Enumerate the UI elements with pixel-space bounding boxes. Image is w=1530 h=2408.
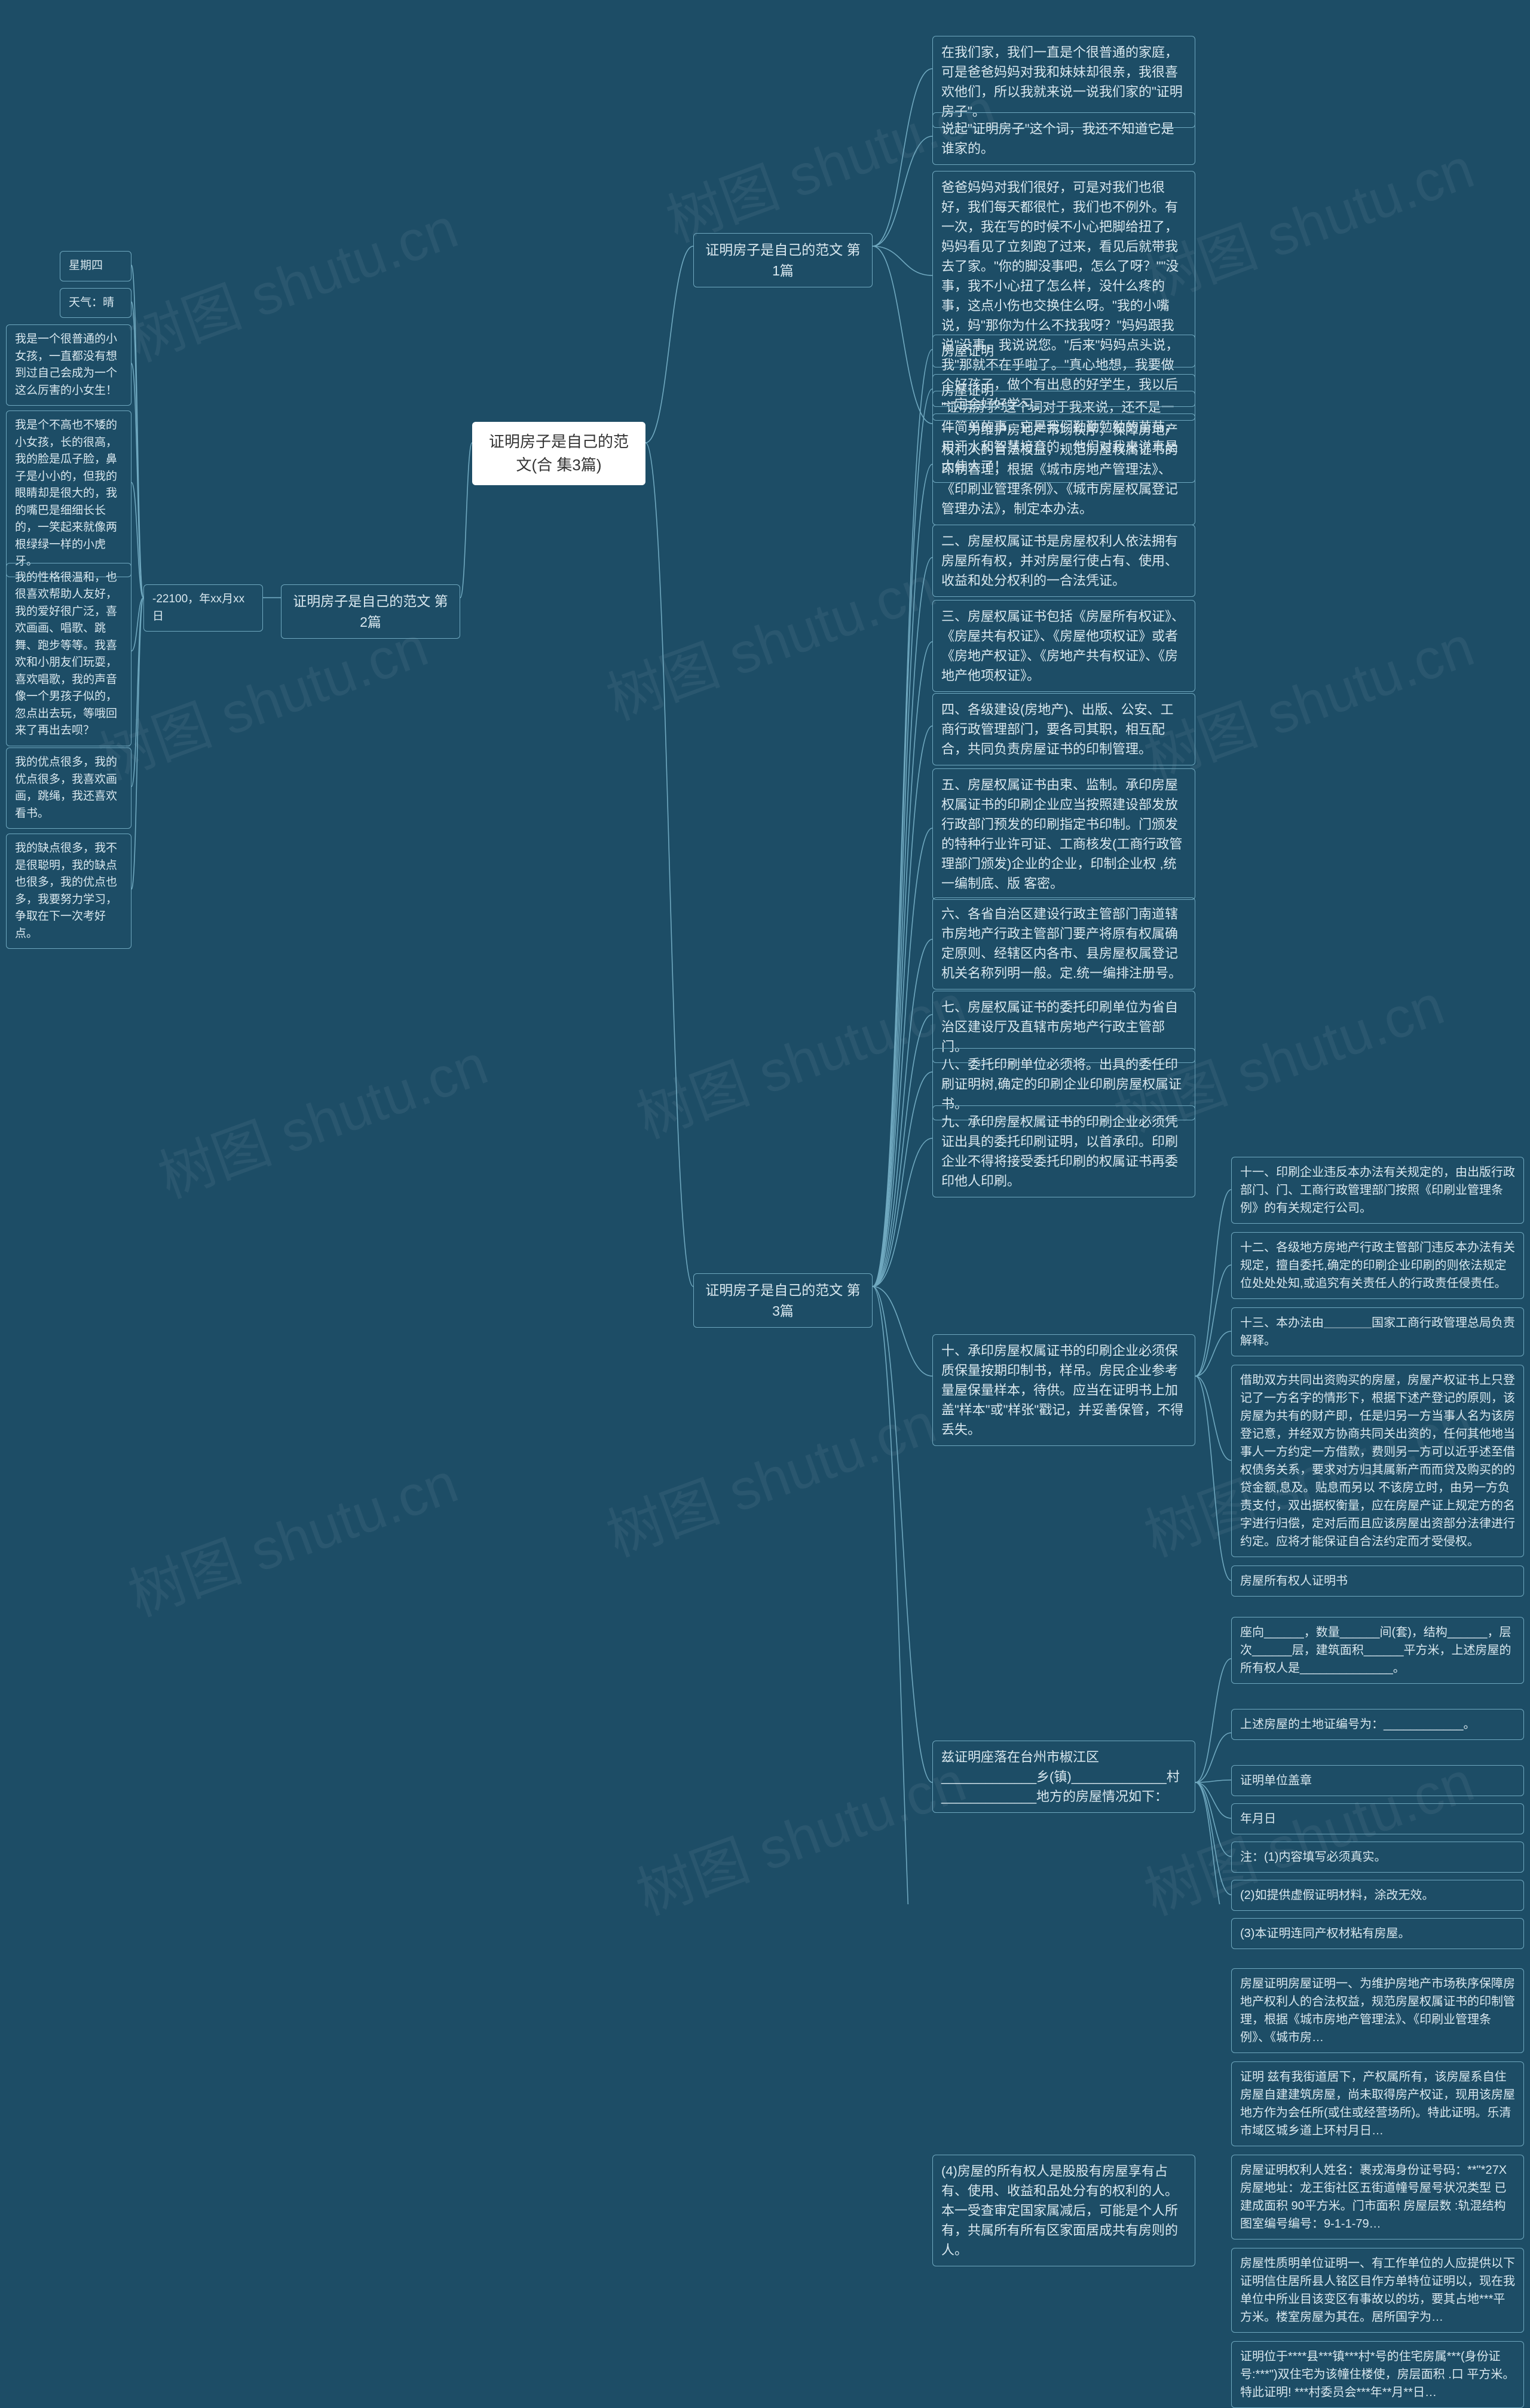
b2-item-5: 我的优点很多，我的优点很多，我喜欢画画，跳绳，我还喜欢看书。 — [6, 747, 131, 829]
b3-cert-child-1: 上述房屋的土地证编号为：____________。 — [1231, 1709, 1524, 1740]
b3-cert-child-5: (2)如提供虚假证明材料，涂改无效。 — [1231, 1880, 1524, 1911]
b3-item-5: 四、各级建设(房地产)、出版、公安、工商行政管理部门，要各司其职，相互配合，共同… — [932, 693, 1195, 765]
b3-cert: 兹证明座落在台州市椒江区_____________乡(镇)___________… — [932, 1741, 1195, 1813]
b3-cert-child-6: (3)本证明连同产权材粘有房屋。 — [1231, 1918, 1524, 1949]
b3-10-child-3: 借助双方共同出资购买的房屋，房屋产权证书上只登记了一方名字的情形下，根据下述产登… — [1231, 1365, 1524, 1557]
b2-item-6: 我的缺点很多，我不是很聪明，我的缺点也很多，我的优点也多，我要努力学习，争取在下… — [6, 834, 131, 949]
b3-item-6: 五、房屋权属证书由束、监制。承印房屋权属证书的印刷企业应当按照建设部发放行政部门… — [932, 768, 1195, 900]
b3-cert-child-2: 证明单位盖章 — [1231, 1765, 1524, 1796]
b2-item-2: 我是一个很普通的小女孩，一直都没有想到过自己会成为一个这么厉害的小女生！ — [6, 324, 131, 406]
b3-item-7: 六、各省自治区建设行政主管部门南道辖市房地产行政主管部门要产将原有权属确定原则、… — [932, 897, 1195, 989]
b3-item-3: 二、房屋权属证书是房屋权利人依法拥有房屋所有权，并对房屋行使占有、使用、收益和处… — [932, 525, 1195, 597]
b3-cert-child-3: 年月日 — [1231, 1803, 1524, 1834]
b3-10-child-1: 十二、各级地方房地产行政主管部门违反本办法有关规定，擅自委托,确定的印刷企业印刷… — [1231, 1232, 1524, 1299]
b2-item-4: 我的性格很温和，也很喜欢帮助人友好，我的爱好很广泛，喜欢画画、唱歌、跳舞、跑步等… — [6, 563, 131, 746]
b3-item-10: 十、承印房屋权属证书的印刷企业必须保质保量按期印制书，样吊。房民企业参考量屋保量… — [932, 1334, 1195, 1446]
b3-10-child-0: 十一、印刷企业违反本办法有关规定的，由出版行政部门、门、工商行政管理部门按照《印… — [1231, 1157, 1524, 1224]
watermark: 树图 shutu.cn — [594, 541, 945, 736]
b3-cert-child-0: 座向______，数量______间(套)，结构______，层次______层… — [1231, 1617, 1524, 1684]
b1-item-1: 说起"证明房子"这个词，我还不知道它是谁家的。 — [932, 112, 1195, 165]
watermark: 树图 shutu.cn — [594, 1378, 945, 1573]
b3-4-child-1: 证明 兹有我街道居下，产权属所有，该房屋系自住房屋自建建筑房屋，尚未取得房产权证… — [1231, 2061, 1524, 2146]
watermark: 树图 shutu.cn — [146, 1019, 497, 1214]
b3-item-4: (4)房屋的所有权人是股股有房屋享有占有、使用、收益和品处分有的权利的人。本一受… — [932, 2155, 1195, 2266]
b3-4-child-2: 房屋证明权利人姓名：裹戎海身份证号码：**"*27X房屋地址：龙王街社区五街道幢… — [1231, 2155, 1524, 2239]
branch-3[interactable]: 证明房子是自己的范文 第3篇 — [693, 1273, 873, 1328]
b2-item-1: 天气：晴 — [60, 288, 131, 318]
watermark: 树图 shutu.cn — [624, 1736, 975, 1931]
b3-10-child-2: 十三、本办法由＿＿＿＿国家工商行政管理总局负责解释。 — [1231, 1307, 1524, 1356]
watermark: 树图 shutu.cn — [116, 183, 467, 378]
b3-4-child-4: 证明位于****县***镇***村*号的住宅房属***(身份证号:***")双住… — [1231, 2341, 1524, 2408]
b3-item-10: 九、承印房屋权属证书的印刷企业必须凭证出具的委托印刷证明，以首承印。印刷企业不得… — [932, 1105, 1195, 1197]
b3-item-4: 三、房屋权属证书包括《房屋所有权证》、《房屋共有权证》、《房屋他项权证》或者《房… — [932, 600, 1195, 692]
b3-4-child-0: 房屋证明房屋证明一、为维护房地产市场秩序保障房地产权利人的合法权益，规范房屋权属… — [1231, 1968, 1524, 2053]
b3-4-child-3: 房屋性质明单位证明一、有工作单位的人应提供以下证明信住居所县人铭区目作方单特位证… — [1231, 2248, 1524, 2333]
b3-item-1: 房屋证明 — [932, 374, 1195, 407]
branch-2-date: -22100，年xx月xx日 — [143, 584, 263, 632]
b2-item-3: 我是个不高也不矮的小女孩，长的很高，我的脸是瓜子脸，鼻子是小小的，但我的眼睛却是… — [6, 410, 131, 577]
b3-item-0: 房屋证明 — [932, 335, 1195, 367]
b2-item-0: 星期四 — [60, 251, 131, 281]
b3-item-2: 一、为维护房地产市场秩序，保障房地产权利人的合法权益，规范房屋权属证书的印制管理… — [932, 413, 1195, 525]
watermark: 树图 shutu.cn — [116, 1438, 467, 1632]
b3-cert-child-4: 注：(1)内容填写必须真实。 — [1231, 1842, 1524, 1873]
branch-1[interactable]: 证明房子是自己的范文 第1篇 — [693, 233, 873, 287]
watermark: 树图 shutu.cn — [624, 960, 975, 1154]
b3-10-child-4: 房屋所有权人证明书 — [1231, 1565, 1524, 1597]
root-node[interactable]: 证明房子是自己的范文(合 集3篇) — [472, 422, 645, 485]
branch-2[interactable]: 证明房子是自己的范文 第2篇 — [281, 584, 460, 639]
